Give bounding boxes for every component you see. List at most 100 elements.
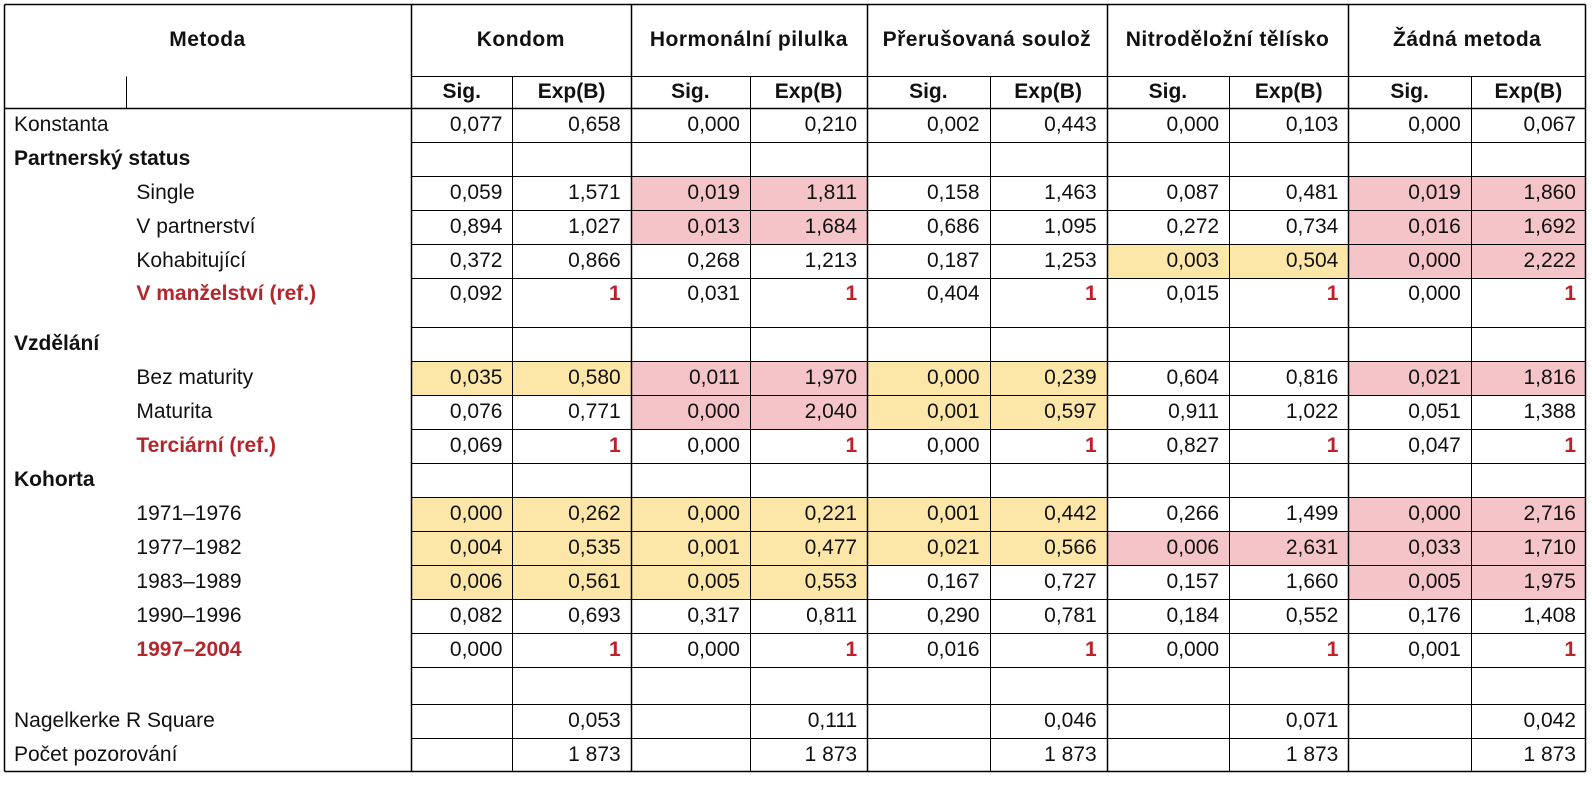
empty-cell	[1348, 463, 1470, 497]
group-row: Partnerský status	[4, 142, 1586, 176]
sig-cell: 0,176	[1408, 604, 1461, 627]
sig-cell: 0,035	[410, 361, 513, 395]
footer-value: 1 873	[1285, 743, 1339, 766]
expb-cell: 1	[845, 434, 858, 457]
footer-value: 1 873	[804, 743, 858, 766]
expb-cell: 1	[1085, 434, 1097, 457]
empty-cell	[631, 142, 750, 176]
sig-cell: 0,911	[1168, 400, 1220, 423]
expb-cell: 1	[1326, 282, 1339, 305]
sig-cell: 0,013	[630, 210, 750, 244]
sig-cell: 0,031	[687, 282, 740, 305]
group-row: Kohorta	[4, 463, 1586, 497]
expb-cell: 2,040	[749, 395, 868, 429]
sig-cell: 0,003	[1106, 244, 1230, 278]
expb-cell: 1	[845, 638, 858, 661]
header-nitrodelozni-telisko: Nitroděložní tělísko	[1125, 28, 1330, 51]
footer-value: 0,053	[568, 709, 621, 732]
sig-cell: 0,004	[410, 531, 513, 565]
sig-cell: 0,157	[1166, 570, 1220, 593]
expb-cell: 1	[609, 434, 621, 457]
empty-cell	[1107, 704, 1229, 738]
header-hormonalni-pilulka: Hormonální pilulka	[649, 28, 848, 51]
expb-cell: 2,716	[1470, 497, 1586, 531]
expb-cell: 1,811	[749, 176, 868, 210]
expb-cell: 0,103	[1285, 113, 1339, 136]
expb-cell: 1,408	[1523, 604, 1576, 627]
expb-cell: 0,771	[568, 400, 621, 423]
empty-cell	[411, 738, 512, 772]
table-row: Terciární (ref.) 0,069 1 0,000 1 0,000 1 0,827 1…	[4, 429, 1586, 463]
table-row: V manželství (ref.) 0,092 1 0,031 1 0,404 1 0,0…	[4, 278, 1586, 327]
empty-cell	[512, 463, 630, 497]
row-label: Single	[136, 181, 195, 204]
row-indent	[4, 565, 126, 599]
expb-cell: 0,239	[989, 361, 1107, 395]
empty-cell	[1471, 327, 1586, 361]
sig-cell: 0,082	[449, 604, 503, 627]
empty-cell	[631, 463, 750, 497]
row-indent	[4, 176, 126, 210]
expb-cell: 0,443	[1044, 113, 1097, 136]
table-row: Konstanta 0,077 0,658 0,000 0,210 0,002 0,443 0…	[4, 108, 1586, 142]
expb-cell: 1	[609, 638, 621, 661]
sig-cell: 0,000	[1348, 244, 1471, 278]
expb-cell: 1,571	[568, 181, 621, 204]
regression-table: Metoda Kondom Hormonální pilulka Přerušo…	[4, 4, 1586, 772]
row-label: 1997–2004	[136, 638, 242, 661]
row-label: V manželství (ref.)	[136, 282, 317, 305]
table-row: Maturita 0,076 0,771 0,000 2,040 0,001 0,597 0,…	[4, 395, 1586, 429]
footer-row: Nagelkerke R Square 0,053 0,111 0,046 0,071 0…	[4, 704, 1586, 738]
expb-cell: 1,860	[1470, 176, 1586, 210]
empty-cell	[990, 142, 1107, 176]
subheader-sig: Sig.	[671, 80, 710, 103]
expb-cell: 1,499	[1285, 502, 1339, 525]
sig-cell: 0,158	[926, 181, 980, 204]
expb-cell: 1,253	[1044, 249, 1097, 272]
expb-cell: 1	[1326, 434, 1339, 457]
table-row: Kohabitující 0,372 0,866 0,268 1,213 0,187 1,2…	[4, 244, 1586, 278]
row-indent	[4, 244, 126, 278]
empty-cell	[1229, 327, 1348, 361]
sig-cell: 0,001	[1408, 638, 1461, 661]
empty-cell	[867, 738, 989, 772]
sig-cell: 0,069	[449, 434, 503, 457]
subheader-expb: Exp(B)	[774, 80, 843, 103]
subheader-row: Sig. Exp(B) Sig. Exp(B) Sig. Exp(B) Sig.…	[4, 76, 1586, 108]
table-row: 1990–1996 0,082 0,693 0,317 0,811 0,290 0,781 0…	[4, 599, 1586, 633]
sig-cell: 0,005	[1348, 565, 1471, 599]
expb-cell: 1	[1326, 638, 1339, 661]
empty-cell	[411, 704, 512, 738]
subheader-expb: Exp(B)	[1014, 80, 1082, 103]
sig-cell: 0,019	[630, 176, 750, 210]
expb-cell: 0,535	[512, 531, 631, 565]
empty-cell	[867, 667, 989, 704]
sig-cell: 0,000	[926, 434, 980, 457]
empty-cell	[1348, 142, 1470, 176]
row-label: 1971–1976	[136, 502, 242, 525]
empty-cell	[1348, 667, 1470, 704]
sig-cell: 0,021	[867, 531, 990, 565]
expb-cell: 1,684	[749, 210, 868, 244]
sig-cell: 0,000	[630, 395, 750, 429]
expb-cell: 1	[609, 282, 621, 305]
sig-cell: 0,021	[1348, 361, 1471, 395]
empty-cell	[1107, 738, 1229, 772]
group-label: Partnerský status	[14, 147, 191, 170]
footer-label: Počet pozorování	[14, 743, 178, 766]
expb-cell: 0,727	[1044, 570, 1097, 593]
row-label: 1983–1989	[136, 570, 242, 593]
empty-cell	[867, 327, 989, 361]
sig-cell: 0,000	[1166, 113, 1220, 136]
empty-cell	[1107, 667, 1229, 704]
empty-cell	[990, 463, 1107, 497]
sig-cell: 0,001	[867, 497, 990, 531]
sig-cell: 0,184	[1166, 604, 1220, 627]
sig-cell: 0,077	[449, 113, 503, 136]
sig-cell: 0,011	[630, 361, 750, 395]
table-body: Metoda Kondom Hormonální pilulka Přerušo…	[4, 4, 1586, 772]
row-indent	[4, 531, 126, 565]
expb-cell: 0,553	[749, 565, 868, 599]
expb-cell: 2,631	[1229, 531, 1349, 565]
sig-cell: 0,076	[449, 400, 503, 423]
